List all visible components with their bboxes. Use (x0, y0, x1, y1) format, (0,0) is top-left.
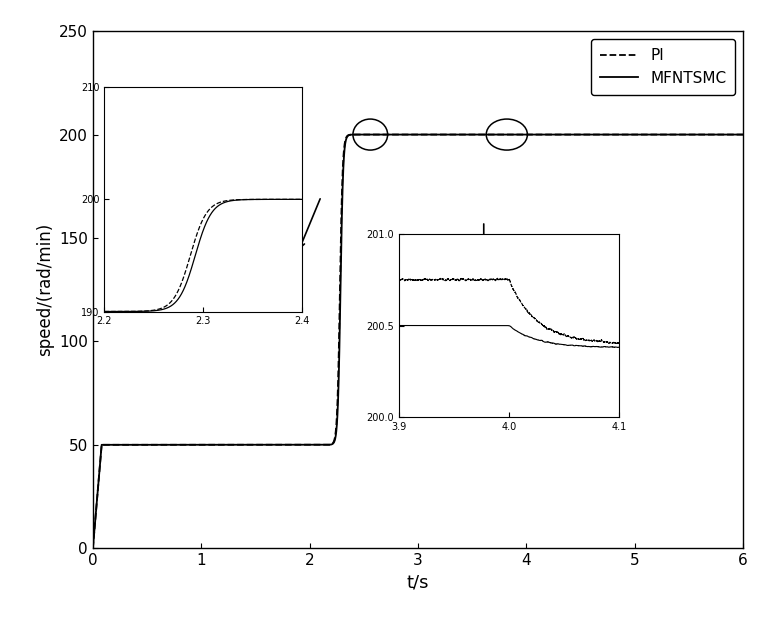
PI (697, 131, 706, 138)
Y-axis label: speed/(rad/min): speed/(rad/min) (36, 223, 53, 356)
MFNTSMC (88, 545, 98, 552)
Line: PI: PI (93, 135, 743, 548)
PI (250, 441, 259, 449)
MFNTSMC (481, 131, 491, 138)
MFNTSMC (505, 131, 515, 138)
PI (481, 131, 491, 138)
Legend: PI, MFNTSMC: PI, MFNTSMC (591, 39, 735, 95)
MFNTSMC (697, 131, 706, 138)
MFNTSMC (738, 131, 748, 138)
MFNTSMC (250, 441, 259, 449)
PI (738, 131, 748, 138)
PI (554, 131, 563, 138)
PI (385, 131, 395, 138)
PI (396, 131, 405, 138)
MFNTSMC (554, 131, 563, 138)
Line: MFNTSMC: MFNTSMC (93, 135, 743, 548)
X-axis label: t/s: t/s (406, 574, 430, 592)
PI (505, 131, 515, 138)
MFNTSMC (396, 131, 405, 138)
PI (88, 545, 98, 552)
MFNTSMC (385, 131, 395, 138)
